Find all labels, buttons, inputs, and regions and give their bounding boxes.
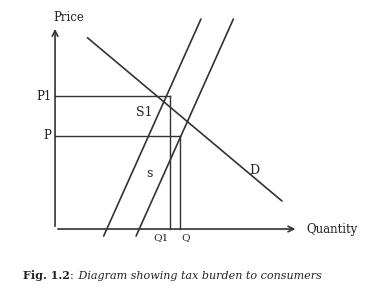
Text: Diagram showing tax burden to consumers: Diagram showing tax burden to consumers [75,271,322,281]
Text: D: D [250,164,260,177]
Text: s: s [146,166,152,179]
Text: Fig. 1.2: Fig. 1.2 [23,270,69,281]
Text: Quantity: Quantity [307,223,357,236]
Text: :: : [70,271,74,281]
Text: Q: Q [181,233,190,242]
Text: P: P [43,129,51,142]
Text: Price: Price [54,11,84,24]
Text: Q1: Q1 [153,233,169,242]
Text: S1: S1 [136,106,153,119]
Text: P1: P1 [36,90,51,103]
